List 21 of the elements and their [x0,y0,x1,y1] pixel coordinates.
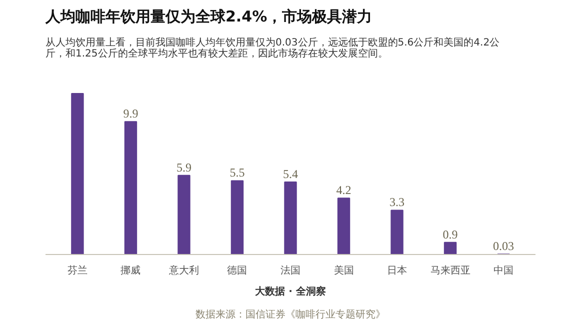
data-label: 9.9 [123,106,138,121]
data-label: 3.3 [390,195,405,210]
x-tick-label: 德国 [227,266,248,276]
data-label: 0.9 [442,227,458,242]
text: 大数据 · 全洞察 [254,286,326,298]
x-tick-label: 挪威 [120,264,141,276]
x-tick-label: 意大利 [168,264,199,276]
x-tick-label: 中国 [494,264,514,276]
x-tick-label: 芬兰 [67,264,88,276]
data-label: 5.9 [176,160,192,174]
chart-title: 人均咖啡年饮用量仅为全球2.4%，市场极具潜力 [44,8,372,26]
data-label: 4.2 [336,183,352,198]
x-tick-label: 法国 [280,264,300,276]
chart-subtitle: 从人均饮用量上看，目前我国咖啡人均年饮用量仅为0.03公斤，远远低于欧盟的5.6公斤和美国的4.2公斤，和1.25公斤的全球平均水平也有较大差距，因此市场存在较大发展空间。 [46,36,500,60]
source-note: 数据来源：国信证券《咖啡行业专题研究》 [196,308,386,320]
data-label: 5.4 [283,167,298,182]
data-label: 0.03 [493,239,514,254]
x-tick-label: 日本 [387,264,408,276]
data-label: 5.5 [230,166,245,180]
x-tick-label: 美国 [334,264,354,276]
x-tick-label: 马来西亚 [430,264,470,276]
